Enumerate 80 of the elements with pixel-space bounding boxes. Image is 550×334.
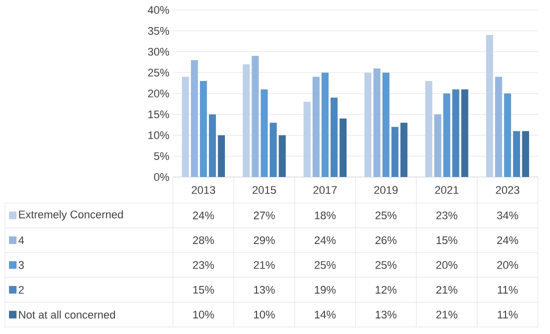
x-tick-label: 2019: [374, 186, 398, 194]
bar: [461, 89, 468, 177]
x-tick-label: 2023: [496, 186, 520, 194]
bar: [200, 80, 207, 177]
data-label: 11%: [498, 310, 518, 318]
data-label: 25%: [376, 212, 396, 220]
bar: [208, 114, 216, 177]
data-label: 15%: [436, 236, 458, 244]
bar: [443, 94, 450, 177]
data-label: 13%: [254, 286, 275, 294]
data-label: 10%: [193, 310, 214, 318]
data-label: 19%: [314, 286, 336, 294]
y-tick-label: 10%: [148, 131, 170, 140]
data-label: 21%: [436, 310, 458, 318]
bar: [373, 68, 380, 177]
y-tick-label: 25%: [148, 68, 170, 77]
x-tick-label: 2015: [252, 186, 276, 194]
legend-label: 3: [18, 261, 24, 269]
data-label: 12%: [376, 286, 396, 294]
bar: [382, 72, 390, 177]
data-label: 25%: [314, 261, 336, 269]
x-tick-label: 2013: [192, 186, 216, 194]
data-label: 34%: [497, 212, 518, 220]
bar: [278, 135, 286, 177]
data-label: 29%: [254, 236, 275, 244]
data-label: 20%: [436, 261, 458, 269]
bar: [260, 89, 268, 177]
bar: [218, 135, 225, 177]
data-label: 24%: [314, 236, 336, 244]
bar: [504, 94, 512, 177]
bar: [190, 60, 198, 177]
bar: [340, 118, 347, 177]
bar: [522, 131, 530, 177]
bar: [182, 76, 189, 177]
data-label: 23%: [436, 212, 458, 220]
y-tick-label: 0%: [154, 173, 170, 181]
bar: [330, 98, 338, 177]
data-label: 24%: [497, 236, 518, 244]
data-label: 27%: [254, 212, 275, 220]
data-label: 13%: [376, 310, 396, 318]
y-tick-label: 30%: [148, 48, 170, 56]
legend-label: Extremely Concerned: [19, 210, 123, 220]
legend-label: 2: [18, 286, 24, 294]
legend-label: Not at all concerned: [19, 310, 115, 319]
data-label: 21%: [436, 286, 458, 294]
bar: [513, 131, 520, 177]
bar: [270, 122, 277, 177]
bar: [452, 89, 460, 177]
y-tick-label: 15%: [148, 110, 170, 118]
y-tick-label: 5%: [154, 152, 170, 160]
data-label: 15%: [193, 286, 214, 294]
data-label: 11%: [498, 286, 518, 294]
bar: [322, 72, 329, 177]
bar: [304, 102, 311, 177]
data-label: 10%: [254, 310, 275, 318]
bar: [364, 72, 372, 177]
data-label: 24%: [193, 212, 214, 220]
data-label: 18%: [314, 212, 336, 220]
data-label: 14%: [314, 310, 336, 318]
data-label: 25%: [376, 261, 396, 269]
bar: [391, 126, 398, 177]
bar: [434, 114, 442, 177]
data-label: 28%: [193, 236, 214, 244]
y-tick-label: 20%: [148, 90, 170, 98]
data-label: 23%: [193, 261, 214, 269]
legend-label: 4: [18, 236, 24, 244]
y-tick-label: 40%: [148, 6, 170, 14]
data-label: 20%: [497, 261, 518, 269]
bar: [312, 76, 320, 177]
bar: [242, 64, 250, 177]
x-tick-label: 2017: [313, 186, 337, 194]
y-tick-label: 35%: [148, 27, 170, 35]
bar: [425, 80, 432, 177]
x-tick-label: 2021: [435, 186, 458, 194]
bar: [495, 76, 502, 177]
bar: [252, 56, 259, 177]
bar: [400, 122, 408, 177]
bar: [486, 35, 494, 177]
data-label: 21%: [254, 261, 275, 269]
data-label: 26%: [376, 236, 396, 244]
